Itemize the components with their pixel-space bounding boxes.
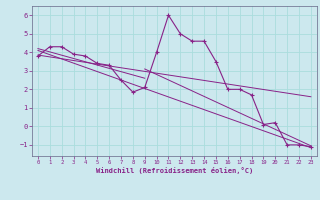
X-axis label: Windchill (Refroidissement éolien,°C): Windchill (Refroidissement éolien,°C) bbox=[96, 167, 253, 174]
